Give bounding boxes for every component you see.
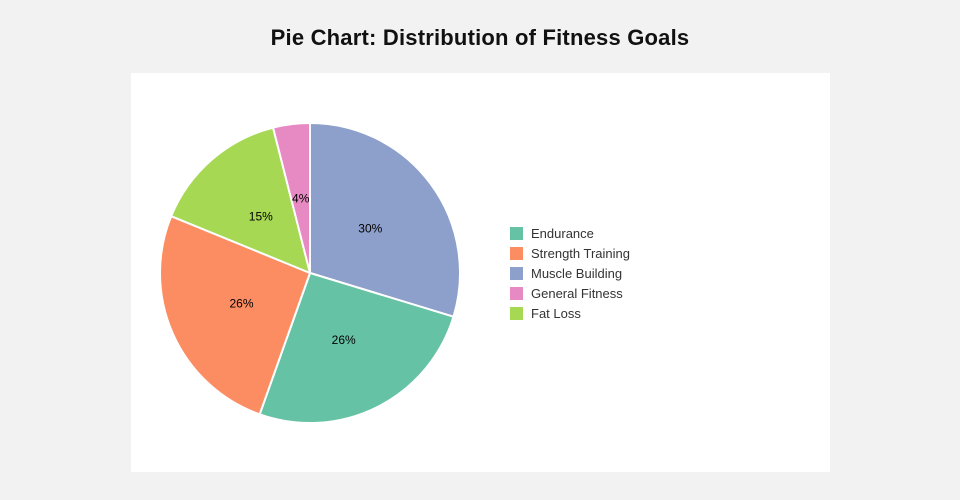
legend-item-fat-loss[interactable]: Fat Loss: [510, 303, 630, 323]
pie-slice-muscle-building[interactable]: [309, 122, 461, 318]
percent-label-general-fitness: 4%: [292, 192, 310, 206]
chart-title: Pie Chart: Distribution of Fitness Goals: [270, 25, 690, 50]
legend-label: General Fitness: [531, 285, 623, 301]
pie-slice-endurance[interactable]: [258, 272, 455, 425]
legend-swatch-icon: [510, 306, 523, 320]
legend-swatch-icon: [510, 286, 523, 300]
pie-slice-general-fitness[interactable]: [272, 122, 311, 274]
legend-label: Endurance: [531, 225, 594, 241]
legend-label: Muscle Building: [531, 265, 623, 281]
legend-item-general-fitness[interactable]: General Fitness: [510, 283, 630, 303]
pie-slice-strength-training[interactable]: [159, 215, 311, 416]
pie-slice-fat-loss[interactable]: [170, 126, 311, 274]
percent-label-endurance: 26%: [332, 333, 356, 347]
percent-label-fat-loss: 15%: [249, 209, 273, 223]
legend-swatch-icon: [510, 266, 523, 280]
percent-label-strength-training: 26%: [229, 297, 253, 311]
legend-item-muscle-building[interactable]: Muscle Building: [510, 263, 630, 283]
legend-label: Strength Training: [531, 245, 631, 261]
legend-swatch-icon: [510, 226, 523, 240]
legend-swatch-icon: [510, 246, 523, 260]
chart-card: 30% 26% 26% 15% 4% Endurance Strength Trainin…: [131, 73, 830, 472]
percent-label-muscle-building: 30%: [358, 221, 382, 235]
legend-label: Fat Loss: [531, 305, 581, 321]
legend: Endurance Strength Training Muscle Buildin…: [510, 223, 630, 323]
legend-item-strength-training[interactable]: Strength Training: [510, 243, 630, 263]
pie-chart: 30% 26% 26% 15% 4%: [159, 122, 461, 425]
legend-item-endurance[interactable]: Endurance: [510, 223, 630, 243]
